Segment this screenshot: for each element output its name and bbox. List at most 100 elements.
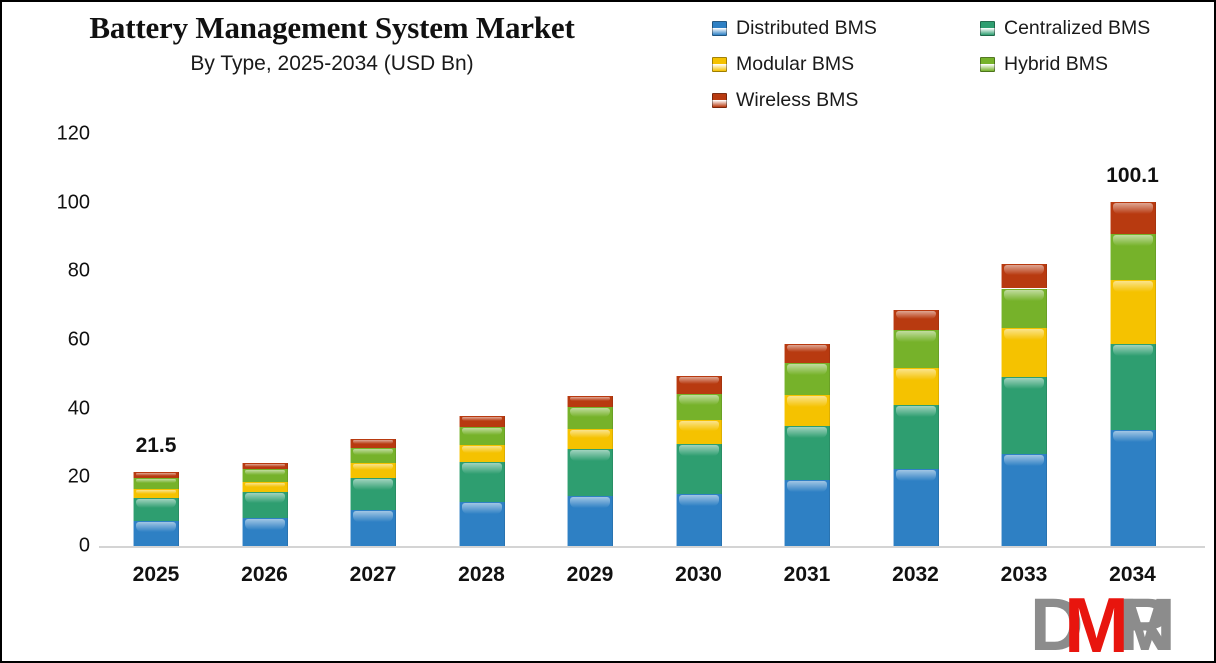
- bar-segment[interactable]: [1109, 279, 1156, 344]
- y-axis-tick-label: 20: [67, 465, 90, 488]
- x-axis-tick-label: 2031: [783, 563, 831, 586]
- y-axis-tick-label: 80: [67, 259, 90, 282]
- bar-segment[interactable]: [133, 520, 179, 546]
- bar-segment[interactable]: [892, 404, 939, 470]
- legend-item-label: Modular BMS: [736, 52, 855, 75]
- legend-item-label: Hybrid BMS: [1004, 52, 1109, 75]
- bar-segment[interactable]: [1109, 202, 1156, 234]
- bar-segment[interactable]: [784, 362, 830, 395]
- bar-segment[interactable]: [350, 448, 396, 464]
- bar-segment[interactable]: [892, 309, 939, 331]
- bar-value-label: 100.1: [1106, 164, 1159, 188]
- bar-segment[interactable]: [458, 501, 505, 546]
- bar-segment[interactable]: [133, 489, 179, 498]
- bar-segment[interactable]: [1001, 263, 1047, 289]
- bar-group[interactable]: 21.5 2025: [133, 2, 180, 661]
- bar-group[interactable]: 2032: [892, 2, 939, 661]
- bar-segment[interactable]: [458, 426, 505, 446]
- svg-text:R: R: [1118, 590, 1171, 656]
- bar-group[interactable]: 2027: [350, 2, 396, 661]
- bar-segment[interactable]: [241, 517, 288, 546]
- bar-segment[interactable]: [458, 415, 505, 427]
- bar-segment[interactable]: [133, 472, 179, 478]
- bar-group[interactable]: 2030: [675, 2, 722, 661]
- bar-segment[interactable]: [458, 445, 505, 463]
- x-axis-tick-label: 2026: [241, 563, 288, 586]
- bar-segment[interactable]: [892, 469, 939, 546]
- y-axis: 0 20 40 60 80 100 120: [20, 2, 90, 661]
- bar-segment[interactable]: [784, 343, 830, 363]
- bar-segment[interactable]: [350, 438, 396, 449]
- bar-value-label: 21.5: [135, 434, 177, 458]
- bar-segment[interactable]: [675, 393, 722, 420]
- bar-segment[interactable]: [1001, 453, 1047, 546]
- bar-segment[interactable]: [133, 478, 179, 489]
- dmr-logo: M R D M: [1030, 590, 1210, 656]
- legend-item-label: Centralized BMS: [1004, 16, 1151, 39]
- bar-segment[interactable]: [350, 510, 396, 546]
- bar-segment[interactable]: [133, 497, 179, 521]
- bar-segment[interactable]: [675, 444, 722, 494]
- bar-segment[interactable]: [241, 492, 288, 518]
- y-axis-tick-label: 0: [78, 534, 90, 557]
- legend-item[interactable]: Centralized BMS: [980, 10, 1212, 46]
- bar-segment[interactable]: [241, 462, 288, 470]
- legend-item[interactable]: Hybrid BMS: [980, 46, 1212, 82]
- bar-segment[interactable]: [1109, 343, 1156, 430]
- x-axis-tick-label: 2029: [566, 563, 614, 586]
- bar-group[interactable]: 100.1 2034: [1106, 2, 1159, 661]
- bar-segment[interactable]: [1001, 288, 1047, 328]
- svg-text:M: M: [1064, 590, 1129, 656]
- bar-segment[interactable]: [350, 463, 396, 478]
- bar-segment[interactable]: [241, 481, 288, 493]
- legend-swatch-icon: [980, 56, 995, 72]
- bar-group[interactable]: 2026: [241, 2, 288, 661]
- bar-segment[interactable]: [567, 406, 613, 429]
- legend-swatch-icon: [712, 56, 727, 72]
- bar-segment[interactable]: [1109, 429, 1156, 546]
- bar-group[interactable]: 2033: [1001, 2, 1047, 661]
- x-axis-tick-label: 2034: [1109, 563, 1156, 586]
- bar-group[interactable]: 2028: [458, 2, 505, 661]
- bar-segment[interactable]: [567, 395, 613, 407]
- svg-text:D: D: [1030, 590, 1083, 656]
- bar-segment[interactable]: [567, 449, 613, 496]
- bar-segment[interactable]: [1109, 233, 1156, 280]
- bar-segment[interactable]: [350, 477, 396, 511]
- bar-segment[interactable]: [784, 479, 830, 546]
- x-axis-tick-label: 2032: [892, 563, 939, 586]
- x-axis-tick-label: 2028: [458, 563, 505, 586]
- bar-segment[interactable]: [1001, 377, 1047, 454]
- chart-subtitle: By Type, 2025-2034 (USD Bn): [190, 51, 474, 75]
- y-axis-tick-label: 100: [56, 191, 90, 214]
- page-title: Battery Management System Market: [89, 10, 575, 45]
- bar-segment[interactable]: [892, 330, 939, 368]
- bar-segment[interactable]: [784, 394, 830, 426]
- legend-item-label: Wireless BMS: [736, 88, 859, 111]
- y-axis-tick-label: 60: [67, 328, 90, 351]
- bar-segment[interactable]: [675, 376, 722, 394]
- bar-segment[interactable]: [1001, 327, 1047, 378]
- bar-segment[interactable]: [675, 419, 722, 445]
- bar-segment[interactable]: [675, 493, 722, 546]
- svg-text:M: M: [1114, 590, 1176, 656]
- bar-segment[interactable]: [567, 428, 613, 450]
- legend-item[interactable]: Modular BMS: [712, 46, 980, 82]
- x-axis-tick-label: 2030: [675, 563, 722, 586]
- bar-group[interactable]: 2029: [567, 2, 613, 661]
- legend-swatch-icon: [980, 20, 995, 36]
- legend-swatch-icon: [712, 92, 727, 108]
- bar-group[interactable]: 2031: [784, 2, 830, 661]
- legend-item[interactable]: Wireless BMS: [712, 82, 980, 118]
- y-axis-tick-label: 120: [56, 122, 90, 145]
- bar-segment[interactable]: [241, 469, 288, 482]
- bar-segment[interactable]: [458, 462, 505, 502]
- bar-segment[interactable]: [784, 425, 830, 480]
- legend-item[interactable]: Distributed BMS: [712, 10, 980, 46]
- chart-legend: Distributed BMS Centralized BMS Modular BM…: [712, 10, 1212, 118]
- bar-segment[interactable]: [892, 367, 939, 405]
- bar-segment[interactable]: [567, 495, 613, 546]
